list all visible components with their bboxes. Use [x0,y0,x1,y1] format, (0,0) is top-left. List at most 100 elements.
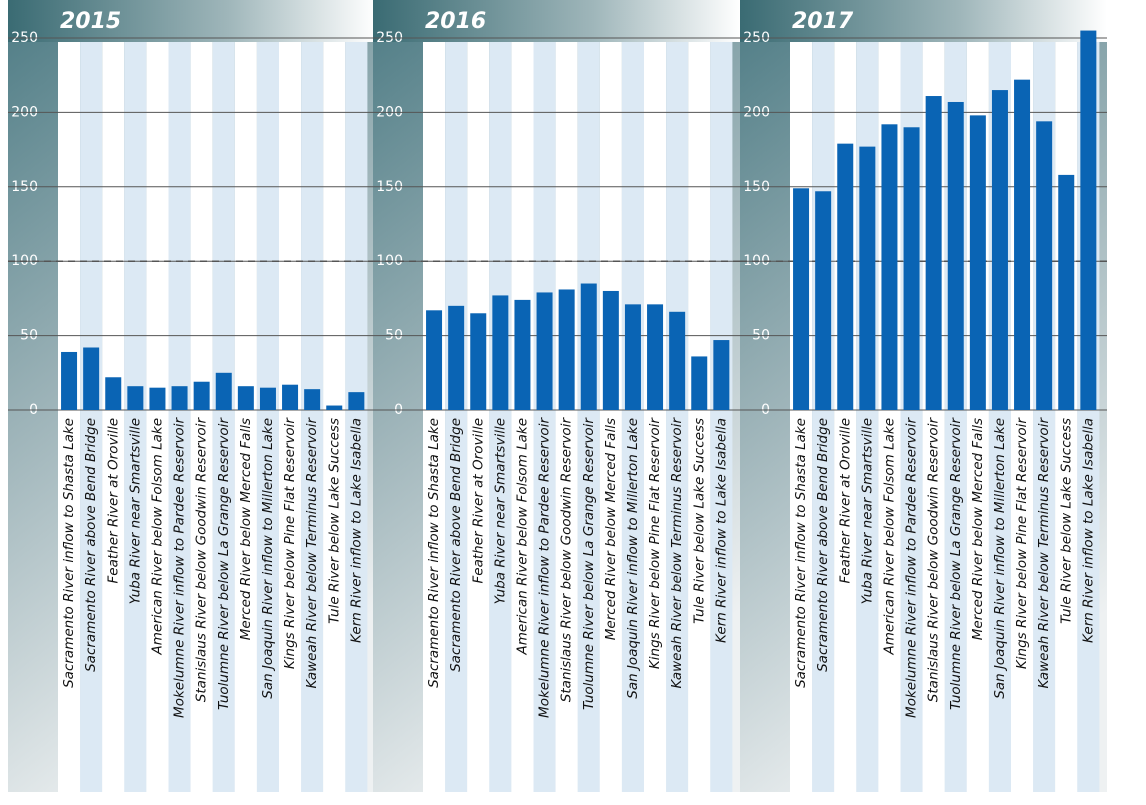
bar [149,387,166,410]
panel-title: 2015 [60,9,121,34]
stripe [190,42,213,792]
x-tick-label: Mokelumne River inflow to Pardee Reservo… [537,417,553,718]
bar [1036,121,1053,410]
bar [1080,30,1097,411]
x-tick-label: Stanislaus River below Goodwin Reservoir [194,417,210,703]
bar [969,115,986,410]
x-tick-label: Sacramento River inflow to Shasta Lake [426,418,442,688]
x-tick-label: American River below Folsom Lake [514,418,530,655]
stripe [168,42,191,792]
header-band [740,0,1107,42]
bar [1058,174,1075,410]
bar [602,290,619,410]
x-tick-label: Kern River inflow to Lake Isabella [1080,418,1096,643]
stripe [423,42,446,792]
x-tick-label: Merced River below Merced Falls [603,418,619,640]
bar [691,356,708,410]
panel-title: 2017 [792,9,854,34]
stripe [599,42,622,792]
stripe [666,42,689,792]
bar [171,386,188,410]
bar [669,311,686,410]
bar [903,127,920,410]
bar [448,305,465,410]
x-tick-label: American River below Folsom Lake [149,418,165,655]
bar [492,295,509,410]
y-tick-label: 100 [1110,253,1137,269]
y-tick-label: 0 [1128,402,1137,418]
x-tick-label: Kern River inflow to Lake Isabella [713,418,729,643]
bar [348,392,365,410]
bar [536,292,553,410]
x-tick-label: Yuba River near Smartsville [492,418,508,604]
x-tick-label: Tule River below Lake Success [1058,418,1074,624]
bar [304,389,321,410]
x-tick-label: Mokelumne River inflow to Pardee Reservo… [904,417,920,718]
bar [837,143,854,410]
bar [1014,79,1031,410]
stripe [279,42,302,792]
bar [215,372,232,410]
x-tick-label: San Joaquin River inflow to Millerton La… [260,418,276,699]
x-tick-label: Sacramento River above Bend Bridge [815,418,831,672]
x-tick-label: Sacramento River above Bend Bridge [83,418,99,672]
y-tick-label: 250 [1110,30,1137,46]
y-tick-label: 50 [1119,328,1137,344]
stripe [688,42,711,792]
x-tick-label: Kings River below Pine Flat Reservoir [1014,417,1030,670]
x-tick-label: Tuolumne River below La Grange Reservoir [948,417,964,710]
x-tick-label: Kern River inflow to Lake Isabella [348,418,364,643]
bar [925,96,942,411]
bar [282,384,299,410]
stripe [301,42,324,792]
bar [470,313,487,410]
bar [947,101,964,410]
stripe [1055,42,1078,792]
x-tick-label: Tule River below Lake Success [326,418,342,624]
x-tick-label: American River below Folsom Lake [881,418,897,655]
x-tick-label: Tuolumne River below La Grange Reservoir [216,417,232,710]
x-tick-label: Sacramento River above Bend Bridge [448,418,464,672]
bar [259,387,276,410]
x-tick-label: Merced River below Merced Falls [970,418,986,640]
stripe [577,42,600,792]
x-tick-label: Yuba River near Smartsville [859,418,875,604]
x-tick-label: Feather River at Oroville [470,418,486,583]
y-tick-label: 200 [1110,104,1137,120]
stripe [102,42,125,792]
x-tick-label: Kaweah River below Terminus Reservoir [304,417,320,689]
bar [624,304,641,410]
bar [105,377,122,410]
stripe [533,42,556,792]
bar [647,304,664,410]
x-tick-label: San Joaquin River inflow to Millerton La… [625,418,641,699]
stripe [146,42,169,792]
y-tick-label: 150 [1110,179,1137,195]
bar [83,347,100,410]
x-tick-label: Feather River at Oroville [105,418,121,583]
bar [859,146,876,410]
bar [193,381,210,410]
stripe [710,42,733,792]
stripe [621,42,644,792]
x-tick-label: Sacramento River inflow to Shasta Lake [61,418,77,688]
x-tick-label: Sacramento River inflow to Shasta Lake [793,418,809,688]
bar [61,351,78,410]
stripe [511,42,534,792]
x-tick-label: San Joaquin River inflow to Millerton La… [992,418,1008,699]
stripe [323,42,346,792]
x-tick-label: Feather River at Oroville [837,418,853,583]
header-band [373,0,740,42]
stripe [644,42,667,792]
bar [426,310,443,410]
x-tick-label: Kaweah River below Terminus Reservoir [669,417,685,689]
x-tick-label: Kings River below Pine Flat Reservoir [282,417,298,670]
x-tick-label: Stanislaus River below Goodwin Reservoir [926,417,942,703]
stripe [467,42,490,792]
stripe [489,42,512,792]
bar [580,283,597,410]
bar [815,191,832,410]
bar [713,340,730,410]
x-tick-label: Yuba River near Smartsville [127,418,143,604]
